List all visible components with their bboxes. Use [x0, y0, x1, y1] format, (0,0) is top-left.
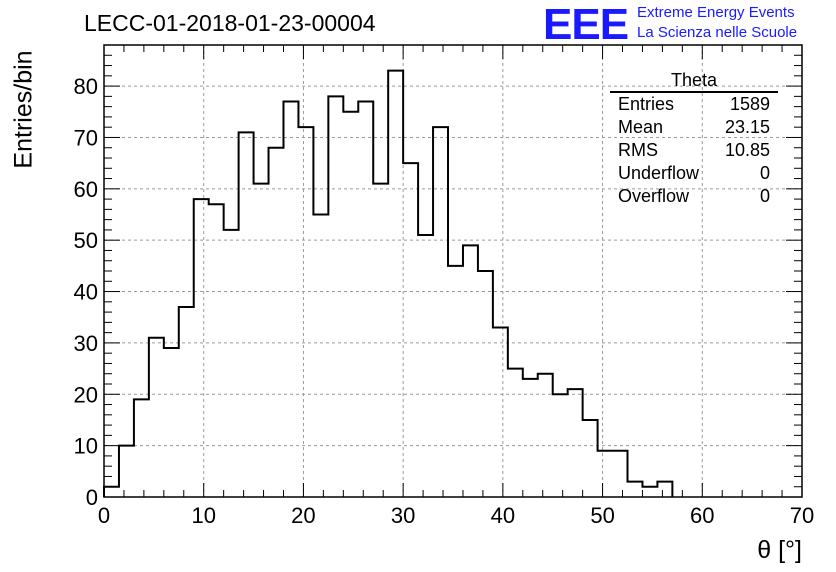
- tick-labels: 0 10 20 30 40 50 60 70 0 10 20 30 40 50 60 70 80: [74, 74, 815, 528]
- x-tick-label: 0: [98, 503, 110, 528]
- y-tick-label: 40: [74, 280, 98, 305]
- stats-row-rms: RMS 10.85: [610, 139, 778, 162]
- y-tick-label: 0: [86, 485, 98, 510]
- y-tick-label: 10: [74, 434, 98, 459]
- stats-label: Mean: [618, 117, 664, 137]
- stats-value: 10.85: [724, 140, 770, 160]
- stats-row-overflow: Overflow 0: [610, 185, 778, 208]
- y-tick-label: 70: [74, 125, 98, 150]
- stats-row-mean: Mean 23.15: [610, 116, 778, 139]
- logo-line-1: Extreme Energy Events: [637, 4, 795, 21]
- stats-value: 1589: [729, 94, 770, 114]
- y-tick-label: 50: [74, 228, 98, 253]
- x-tick-label: 70: [790, 503, 814, 528]
- eee-logo: EEE: [543, 0, 629, 49]
- stats-label: Overflow: [618, 186, 690, 206]
- stats-value: 0: [759, 163, 770, 183]
- x-tick-label: 50: [590, 503, 614, 528]
- chart-title: LECC-01-2018-01-23-00004: [84, 10, 376, 36]
- stats-row-entries: Entries 1589: [610, 93, 778, 116]
- histogram-line: [103, 69, 674, 497]
- stats-row-underflow: Underflow 0: [610, 162, 778, 185]
- x-axis-label: θ [°]: [757, 536, 802, 564]
- stats-label: RMS: [618, 140, 658, 160]
- axes: [103, 44, 803, 498]
- y-tick-label: 80: [74, 74, 98, 99]
- x-tick-label: 40: [491, 503, 515, 528]
- stats-value: 0: [759, 186, 770, 206]
- x-tick-label: 20: [291, 503, 315, 528]
- x-tick-label: 30: [391, 503, 415, 528]
- logo-line-2: La Scienza nelle Scuole: [637, 24, 798, 41]
- histogram-step: [103, 69, 674, 497]
- y-tick-label: 30: [74, 331, 98, 356]
- stats-title: Theta: [610, 70, 778, 93]
- y-axis-label: Entries/bin: [9, 50, 38, 169]
- stats-box: Theta Entries 1589 Mean 23.15 RMS 10.85 …: [610, 70, 778, 208]
- stats-label: Underflow: [618, 163, 700, 183]
- x-tick-label: 10: [191, 503, 215, 528]
- stats-label: Entries: [618, 94, 675, 114]
- y-tick-label: 20: [74, 382, 98, 407]
- x-tick-label: 60: [690, 503, 714, 528]
- grid: [104, 45, 802, 497]
- y-tick-label: 60: [74, 177, 98, 202]
- stats-value: 23.15: [724, 117, 770, 137]
